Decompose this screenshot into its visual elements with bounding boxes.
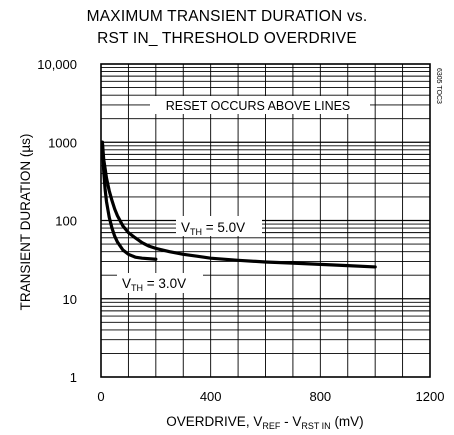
series-label-5v: VTH = 5.0V (181, 220, 245, 237)
y-tick-label: 1 (70, 370, 77, 385)
y-tick-label: 10 (63, 292, 77, 307)
series-layer (100, 140, 377, 269)
figure-code: 6305 TOC3 (435, 68, 442, 104)
x-tick-label: 400 (200, 389, 222, 404)
series-line-30v (100, 140, 158, 261)
y-tick-label: 1000 (48, 135, 77, 150)
x-tick-label: 1200 (416, 389, 445, 404)
y-axis-label: TRANSIENT DURATION (µs) (18, 134, 33, 311)
chart-subtitle: RST IN_ THRESHOLD OVERDRIVE (97, 30, 357, 47)
series-label-bg-3v (117, 273, 203, 293)
annotation-box (150, 96, 370, 114)
y-tick-label: 100 (55, 214, 77, 229)
series-label-3v: VTH = 3.0V (122, 276, 186, 293)
annotation-text: RESET OCCURS ABOVE LINES (166, 99, 351, 113)
y-tick-label: 10,000 (37, 57, 77, 72)
x-axis-label: OVERDRIVE, VREF - VRST IN (mV) (166, 414, 363, 431)
x-tick-label: 0 (97, 389, 104, 404)
series-label-bg-5v (176, 216, 262, 236)
x-tick-label: 800 (309, 389, 331, 404)
series-line-50v (100, 140, 377, 269)
plot-frame (100, 63, 431, 378)
grid (101, 64, 430, 377)
tick-labels: 0 400 800 1200 1 10 100 1000 10,000 (37, 57, 444, 404)
chart-title: MAXIMUM TRANSIENT DURATION vs. (86, 8, 368, 25)
